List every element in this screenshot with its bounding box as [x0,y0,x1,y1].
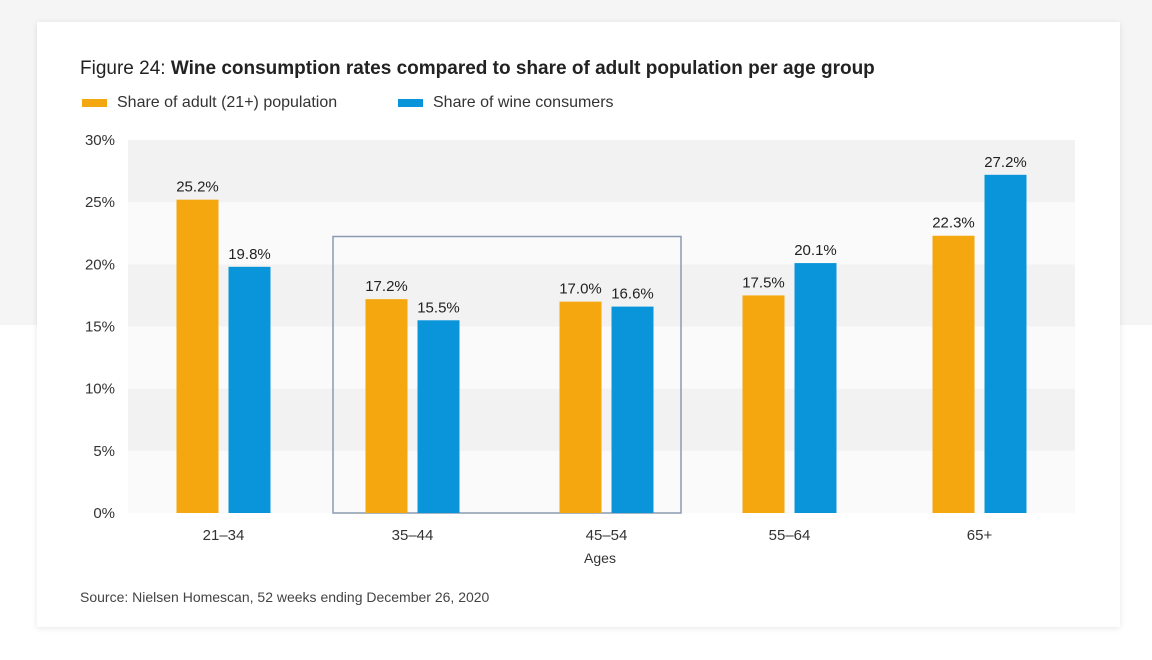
figure-title: Figure 24: Wine consumption rates compar… [80,58,875,80]
bar-value-label: 20.1% [794,242,837,259]
legend-item-wine-consumers: Share of wine consumers [398,94,614,112]
x-axis-title: Ages [584,550,616,566]
bar-value-label: 17.0% [559,281,602,298]
bar [228,266,271,513]
bar [417,320,460,513]
bar [176,199,219,513]
x-tick-label: 55–64 [769,527,811,544]
y-tick-label: 5% [93,443,115,460]
x-tick-label: 65+ [967,527,993,544]
legend-item-adult-population: Share of adult (21+) population [82,94,337,112]
bar-value-label: 17.5% [742,274,785,291]
figure-number: Figure 24: [80,58,166,79]
x-tick-label: 21–34 [203,527,245,544]
bar [984,174,1027,513]
y-tick-label: 0% [93,505,115,522]
bar-value-labels: 25.2% 17.2% 17.0% 17.5% 22.3% 19.8% 15.5% 16.6%… [176,154,1027,316]
bar-value-label: 17.2% [365,278,408,295]
legend-swatch-adult-population [82,99,107,107]
y-tick-label: 25% [85,194,115,211]
grid-band [128,202,1075,265]
y-tick-label: 20% [85,256,115,273]
bar [611,306,654,513]
x-tick-label: 45–54 [586,527,628,544]
bar-value-label: 19.8% [228,246,271,263]
bar [365,299,408,513]
bar-value-label: 16.6% [611,286,654,303]
bar-value-label: 15.5% [417,299,460,316]
bar-value-label: 27.2% [984,154,1027,171]
y-tick-label: 30% [85,132,115,149]
bar [742,295,785,513]
bar-value-label: 22.3% [932,215,975,232]
highlight-box [332,235,682,514]
highlight-box-group [332,235,682,514]
legend-label-wine-consumers: Share of wine consumers [433,94,614,111]
legend-label-adult-population: Share of adult (21+) population [117,94,338,111]
y-axis-ticks: 0% 5% 10% 15% 20% 25% 30% [85,132,115,522]
y-tick-label: 15% [85,319,115,336]
grid-band [128,140,1075,203]
bar [932,235,975,513]
bar [559,301,602,513]
y-tick-label: 10% [85,381,115,398]
bar [794,263,837,513]
legend-swatch-wine-consumers [398,99,423,107]
bars [176,174,1027,513]
figure-title-text: Wine consumption rates compared to share… [170,58,875,79]
x-axis-ticks: 21–34 35–44 45–54 55–64 65+ [203,527,993,544]
source-note: Source: Nielsen Homescan, 52 weeks endin… [80,589,490,605]
bar-value-label: 25.2% [176,179,219,196]
x-tick-label: 35–44 [392,527,434,544]
